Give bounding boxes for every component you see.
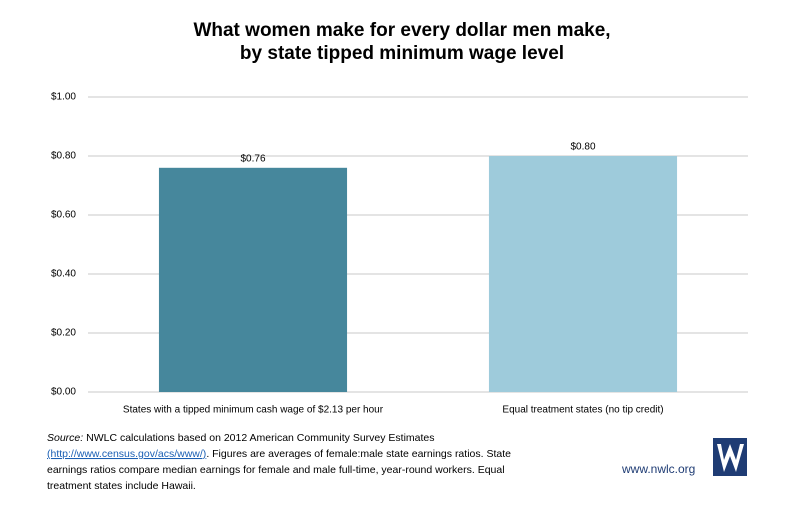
source-note: Source: NWLC calculations based on 2012 … (47, 432, 435, 444)
logo-box (713, 438, 747, 476)
note-text: earnings ratios compare median earnings … (47, 464, 505, 476)
logo (713, 438, 747, 476)
y-tick-label: $0.20 (51, 328, 76, 339)
note-text: . Figures are averages of female:male st… (206, 448, 511, 460)
y-tick-label: $0.40 (51, 269, 76, 280)
y-tick-label: $0.80 (51, 151, 76, 162)
chart-title: What women make for every dollar men mak… (193, 20, 610, 41)
bar (158, 167, 348, 392)
y-tick-label: $1.00 (51, 92, 76, 103)
y-tick-label: $0.00 (51, 387, 76, 398)
note-text: NWLC calculations based on 2012 American… (86, 432, 434, 444)
note-text: treatment states include Hawaii. (47, 480, 196, 492)
x-tick-label: Equal treatment states (no tip credit) (502, 405, 663, 416)
chart-title: by state tipped minimum wage level (240, 43, 564, 64)
y-tick-label: $0.60 (51, 210, 76, 221)
x-tick-label: States with a tipped minimum cash wage o… (123, 405, 384, 416)
logo-mark (717, 444, 744, 472)
bar (488, 156, 678, 392)
source-url[interactable]: (http://www.census.gov/acs/www/) (47, 448, 206, 460)
website[interactable]: www.nwlc.org (621, 462, 695, 476)
data-label: $0.80 (570, 142, 595, 153)
data-label: $0.76 (240, 153, 265, 164)
source-note: (http://www.census.gov/acs/www/). Figure… (47, 448, 511, 460)
source-label: Source: (47, 432, 83, 444)
